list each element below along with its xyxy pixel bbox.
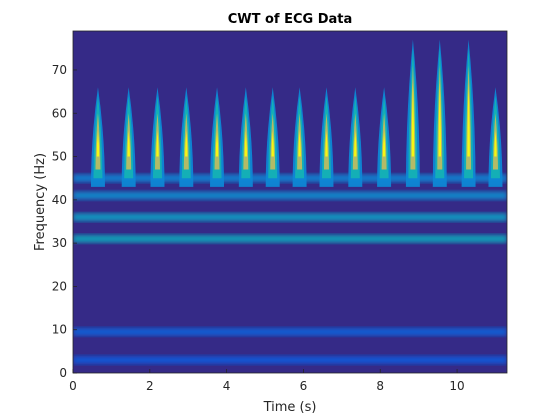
beat-spike [90,87,105,187]
beat-spike-layer [215,130,219,157]
beat-spike [179,87,194,187]
beat-spike-layer [438,82,442,157]
x-axis: 0 2 4 6 8 10 [69,369,465,393]
y-tick-label: 50 [52,150,67,164]
beat-spike-layer [494,130,497,157]
beat-layer [90,39,503,187]
beat-spike-layer [127,130,130,157]
beat-spike-layer [467,82,470,157]
beat-spike-layer [244,130,248,157]
beat-spike-layer [382,130,386,157]
beat-spike [319,87,334,187]
beat-spike-layer [185,130,188,157]
plot-area [73,31,507,373]
x-tick-label: 2 [146,379,154,393]
frequency-band [73,213,507,222]
y-tick-label: 70 [52,63,67,77]
y-axis-label: Frequency (Hz) [33,153,48,251]
beat-spike-layer [271,130,274,157]
y-tick-label: 20 [52,279,67,293]
chart-title: CWT of ECG Data [228,12,353,27]
axes-box [72,30,508,374]
beat-spike [461,39,476,187]
beat-spike [377,87,392,187]
y-tick-label: 0 [59,366,67,380]
beat-spike [292,87,307,187]
frequency-band [73,234,507,243]
frequency-band [73,356,507,365]
band-layer [73,174,507,365]
frequency-band [73,327,507,336]
frequency-band [73,191,507,200]
x-tick-label: 10 [449,379,464,393]
beat-spike [265,87,280,187]
beat-spike [432,39,447,187]
beat-spike-layer [325,130,328,157]
beat-spike-layer [156,130,159,157]
beat-spike [150,87,165,187]
beat-spike [121,87,136,187]
beat-spike-layer [298,130,301,157]
beat-spike [405,39,420,187]
beat-spike [488,87,503,187]
x-axis-label: Time (s) [263,400,317,415]
heatmap-background [73,31,507,373]
beat-spike [210,87,225,187]
x-tick-label: 0 [69,379,77,393]
x-tick-label: 4 [223,379,231,393]
y-tick-label: 40 [52,193,67,207]
x-tick-label: 6 [300,379,308,393]
y-axis: 0 10 20 30 40 50 60 70 [52,63,77,380]
y-tick-label: 60 [52,106,67,120]
y-tick-label: 10 [52,323,67,337]
beat-spike-layer [354,130,357,157]
y-tick-label: 30 [52,236,67,250]
beat-spike [238,87,253,187]
beat-spike-layer [411,82,415,157]
x-tick-label: 8 [376,379,384,393]
frequency-band [73,174,507,183]
beat-spike [348,87,363,187]
beat-spike-layer [96,130,100,157]
